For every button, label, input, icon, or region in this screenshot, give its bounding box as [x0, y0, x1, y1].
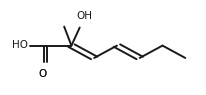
Text: HO: HO [12, 40, 28, 50]
Text: OH: OH [76, 11, 92, 21]
Text: O: O [38, 69, 46, 79]
Text: O: O [38, 69, 46, 79]
